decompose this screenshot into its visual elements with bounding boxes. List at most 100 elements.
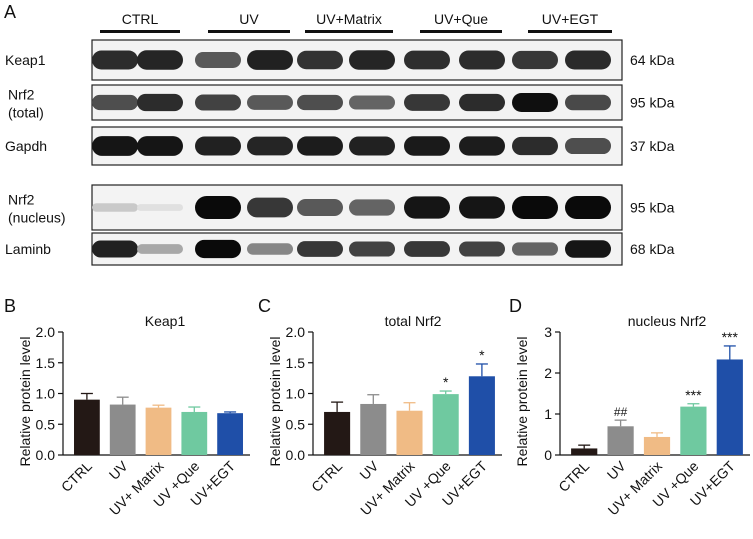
blot-band [512, 92, 558, 113]
blot-band [137, 244, 183, 254]
y-tick-label: 3 [544, 324, 552, 340]
blot-group-label: UV+Que [434, 11, 488, 27]
x-tick-label: UV [106, 457, 132, 483]
y-tick-label: 0.0 [286, 447, 306, 463]
blot-size-label: 68 kDa [630, 241, 675, 257]
blot-band [137, 50, 183, 70]
blot-band [195, 52, 241, 68]
blot-band [349, 50, 395, 70]
blot-row-label: (nucleus) [8, 210, 66, 226]
blot-size-label: 64 kDa [630, 52, 675, 68]
blot-band [404, 136, 450, 156]
bar [643, 436, 671, 455]
chart-panel-b: Keap1 Relative protein level 0.0 0.5 1.0 1.5 2… [17, 313, 250, 518]
blot-band [247, 50, 293, 70]
bar [181, 411, 208, 455]
blot-size-label: 37 kDa [630, 138, 675, 154]
bar [74, 399, 100, 455]
blot-group-label: UV [239, 11, 259, 27]
blot-band [459, 50, 505, 70]
y-tick-label: 2 [544, 365, 552, 381]
blot-band [565, 195, 611, 220]
blot-row-label: (total) [8, 105, 44, 121]
blot-band [512, 195, 558, 220]
blot-band [297, 136, 343, 156]
blot-group-label: UV+Matrix [316, 11, 382, 27]
blot-band [297, 241, 343, 257]
y-tick-label: 0.5 [36, 416, 56, 432]
y-axis-label: Relative protein level [267, 337, 283, 467]
chart-panel-c: total Nrf2 Relative protein level 0.0 0.5 1.… [267, 313, 502, 518]
blot-band [247, 95, 293, 110]
blot-band [565, 50, 611, 70]
y-tick-label: 1.5 [286, 355, 306, 371]
blot-band [404, 50, 450, 70]
x-tick-label: UV [604, 457, 630, 483]
blot-band [459, 93, 505, 112]
significance-label: * [443, 374, 449, 390]
blot-band [297, 50, 343, 70]
panel-letter-b: B [4, 296, 16, 316]
blot-band [297, 198, 343, 217]
blot-row-label: Gapdh [5, 138, 47, 154]
bar [680, 406, 707, 455]
blot-band [92, 50, 138, 70]
blot-band [565, 137, 611, 155]
blot-size-label: 95 kDa [630, 95, 675, 111]
y-tick-label: 0.5 [286, 416, 306, 432]
blot-group-bar [100, 30, 180, 33]
blot-band [92, 94, 138, 111]
bar [109, 404, 136, 455]
blot-band [247, 243, 293, 255]
blot-band [404, 196, 450, 219]
blot-band [512, 136, 558, 156]
blot-band [137, 136, 183, 156]
blot-band [565, 240, 611, 258]
y-tick-label: 0.0 [36, 447, 56, 463]
significance-label: ## [614, 405, 628, 419]
blot-band [349, 95, 395, 110]
blot-band [565, 94, 611, 111]
western-blot-panel: CTRL UV UV+Matrix UV+Que UV+EGT Keap1 64 kDa Nr… [5, 11, 675, 266]
chart-title: total Nrf2 [385, 313, 442, 329]
blot-band [195, 94, 241, 111]
blot-band [459, 196, 505, 219]
chart-title: Keap1 [145, 313, 186, 329]
blot-band [247, 136, 293, 156]
y-tick-label: 1.0 [286, 386, 306, 402]
blot-group-bar [528, 30, 612, 33]
blot-band [195, 195, 241, 220]
blot-band [297, 94, 343, 111]
bar [217, 413, 243, 455]
blot-band [404, 241, 450, 257]
blot-row-label: Laminb [5, 241, 51, 257]
x-tick-label: CTRL [308, 458, 345, 495]
y-tick-label: 1.0 [36, 386, 56, 402]
blot-band [195, 239, 241, 259]
y-tick-label: 1 [544, 406, 552, 422]
blot-band [512, 50, 558, 70]
blot-band [247, 197, 293, 218]
bar [324, 411, 351, 455]
blot-band [349, 136, 395, 156]
blot-band [349, 199, 395, 216]
bar [607, 426, 634, 455]
blot-group-bar [208, 30, 290, 33]
y-axis-label: Relative protein level [17, 337, 33, 467]
x-tick-label: CTRL [58, 458, 95, 495]
y-tick-label: 2.0 [286, 324, 306, 340]
bar [396, 410, 423, 455]
y-tick-label: 2.0 [36, 324, 56, 340]
significance-label: * [479, 347, 485, 363]
blot-group-label: CTRL [122, 11, 159, 27]
panel-letter-c: C [258, 296, 271, 316]
panel-letter-d: D [509, 296, 522, 316]
bar [360, 403, 387, 455]
x-tick-label: CTRL [555, 458, 592, 495]
bar [145, 407, 172, 455]
blot-band [195, 136, 241, 156]
blot-band [137, 93, 183, 112]
blot-group-bar [305, 30, 393, 33]
panel-letter-a: A [4, 2, 16, 22]
